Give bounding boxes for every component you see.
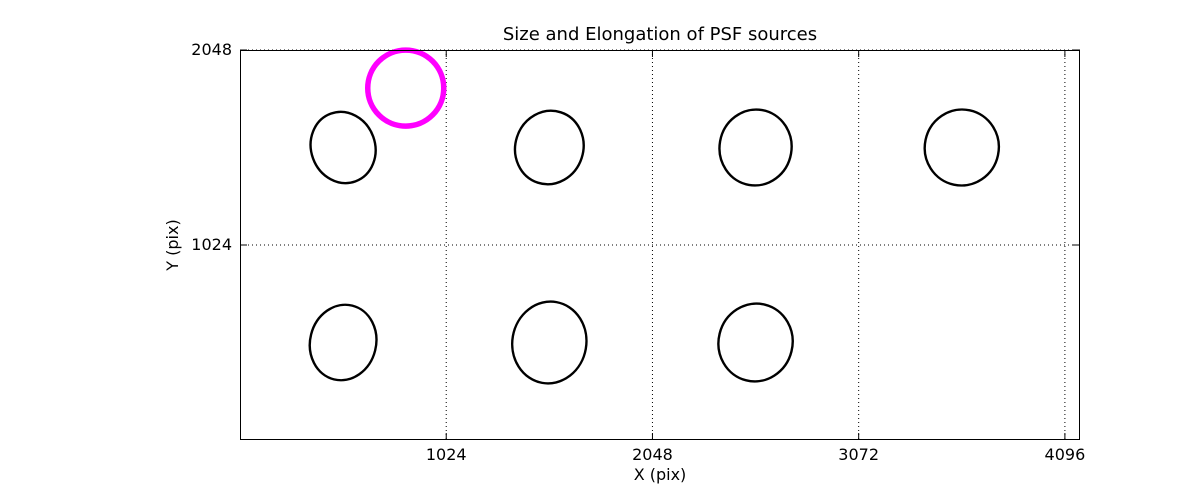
x-tick-label: 2048 [632,445,673,464]
plot-title: Size and Elongation of PSF sources [502,24,818,45]
y-tick-label: 2048 [191,40,232,59]
x-axis-label: X (pix) [633,465,687,484]
y-axis-label: Y (pix) [163,219,182,271]
psf-ellipse [309,110,377,185]
x-tick-label: 1024 [426,445,467,464]
x-tick-label: 3072 [838,445,879,464]
psf-ellipse [717,302,794,383]
x-tick-label: 4096 [1045,445,1086,464]
psf-ellipse [308,303,378,382]
y-tick-label: 1024 [191,235,232,254]
psf-ellipse [923,108,1001,187]
psf-ellipse [718,108,793,187]
psf-ellipse [511,300,588,385]
highlight-circle [364,47,447,129]
psf-ellipse [513,109,585,186]
